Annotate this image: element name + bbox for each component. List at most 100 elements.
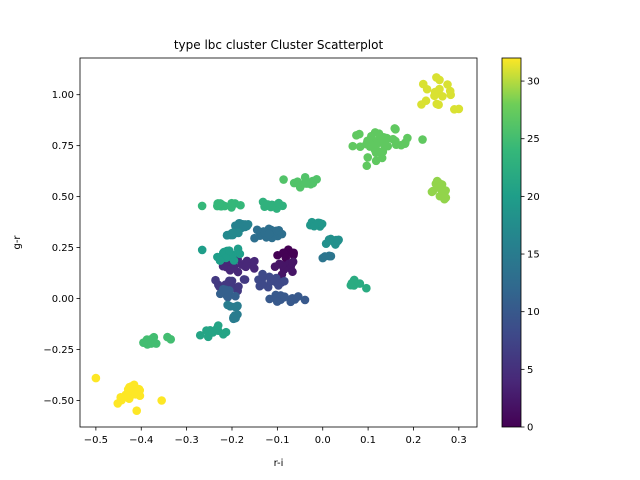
data-point xyxy=(293,179,303,188)
y-tick-label: −0.25 xyxy=(43,345,74,356)
data-point xyxy=(234,282,243,291)
x-tick-label: −0.5 xyxy=(84,435,108,446)
data-point xyxy=(258,280,268,289)
data-point xyxy=(195,330,205,340)
colorbar-tick-label: 0 xyxy=(527,423,533,434)
x-axis-label: r-i xyxy=(274,458,284,469)
data-point xyxy=(277,229,287,239)
data-point xyxy=(312,175,321,184)
data-point xyxy=(441,193,451,202)
data-point xyxy=(197,201,207,211)
data-point xyxy=(287,258,297,268)
y-axis-label: g-r xyxy=(12,235,23,250)
data-point xyxy=(264,229,274,239)
chart-title: type lbc cluster Cluster Scatterplot xyxy=(174,38,384,52)
data-point xyxy=(270,262,280,272)
y-tick-label: 0.00 xyxy=(52,294,74,305)
data-point xyxy=(445,86,455,96)
data-point xyxy=(272,297,282,306)
data-point xyxy=(131,389,140,399)
data-point xyxy=(215,199,224,209)
x-tick-label: 0.1 xyxy=(360,435,376,446)
y-axis: −0.50 −0.25 0.00 0.25 0.50 0.75 1.00 xyxy=(43,90,80,407)
data-point xyxy=(401,138,410,147)
x-tick-label: −0.1 xyxy=(265,435,289,446)
data-point xyxy=(219,284,228,294)
x-tick-label: 0.0 xyxy=(315,435,331,446)
data-point xyxy=(378,147,388,157)
data-point xyxy=(352,131,361,140)
data-point xyxy=(435,75,444,85)
data-point xyxy=(227,198,236,208)
data-point xyxy=(231,291,240,301)
data-point xyxy=(317,219,327,229)
data-point xyxy=(236,200,245,210)
data-point xyxy=(274,198,284,208)
data-point xyxy=(233,301,242,311)
data-point xyxy=(235,249,245,259)
data-point xyxy=(418,135,427,144)
data-point xyxy=(252,225,262,235)
colorbar-ticks: 0 5 10 15 20 25 30 xyxy=(521,77,540,434)
data-point xyxy=(288,267,297,277)
data-point xyxy=(223,292,233,302)
colorbar-tick-label: 20 xyxy=(527,192,540,203)
data-points xyxy=(91,73,464,415)
data-point xyxy=(265,294,274,304)
data-point xyxy=(150,338,159,348)
y-tick-label: 1.00 xyxy=(52,90,74,101)
data-point xyxy=(266,202,276,212)
data-point xyxy=(443,80,452,89)
data-point xyxy=(438,92,447,101)
data-point xyxy=(231,221,240,230)
data-point xyxy=(434,100,443,110)
y-tick-label: 0.50 xyxy=(52,192,74,203)
data-point xyxy=(371,156,381,166)
data-point xyxy=(279,175,288,184)
data-point xyxy=(302,179,312,188)
colorbar-tick-label: 5 xyxy=(527,365,533,376)
x-tick-label: −0.3 xyxy=(174,435,198,446)
data-point xyxy=(326,251,336,261)
data-point xyxy=(116,393,125,402)
data-point xyxy=(348,141,358,151)
data-point xyxy=(229,314,238,323)
colorbar-tick-label: 10 xyxy=(527,307,540,318)
data-point xyxy=(166,335,176,344)
data-point xyxy=(454,104,464,114)
data-point xyxy=(437,180,447,189)
data-point xyxy=(211,275,220,285)
data-point xyxy=(139,338,148,347)
data-point xyxy=(258,269,267,279)
x-axis: −0.5 −0.4 −0.3 −0.2 −0.1 0.0 0.1 0.2 0.3 xyxy=(84,427,467,446)
data-point xyxy=(280,292,290,302)
data-point xyxy=(363,153,373,162)
colorbar-tick-label: 25 xyxy=(527,134,540,145)
data-point xyxy=(250,233,259,243)
data-point xyxy=(422,84,432,94)
data-point xyxy=(289,248,298,258)
x-tick-label: −0.2 xyxy=(220,435,244,446)
data-point xyxy=(228,228,238,237)
data-point xyxy=(355,279,365,288)
data-point xyxy=(249,264,259,273)
data-point xyxy=(241,262,251,272)
colorbar-tick-label: 15 xyxy=(527,250,540,261)
data-point xyxy=(365,142,375,151)
data-point xyxy=(391,125,400,134)
data-point xyxy=(225,302,235,311)
data-point xyxy=(227,264,237,273)
data-point xyxy=(157,396,166,405)
data-point xyxy=(215,256,225,265)
data-point xyxy=(346,280,356,290)
data-point xyxy=(224,246,234,255)
data-point xyxy=(379,133,389,142)
data-point xyxy=(91,373,101,383)
data-point xyxy=(213,321,223,330)
y-tick-label: −0.50 xyxy=(43,396,74,407)
data-point xyxy=(435,84,444,94)
data-point xyxy=(293,292,303,301)
data-point xyxy=(362,161,372,171)
x-tick-label: 0.3 xyxy=(451,435,467,446)
